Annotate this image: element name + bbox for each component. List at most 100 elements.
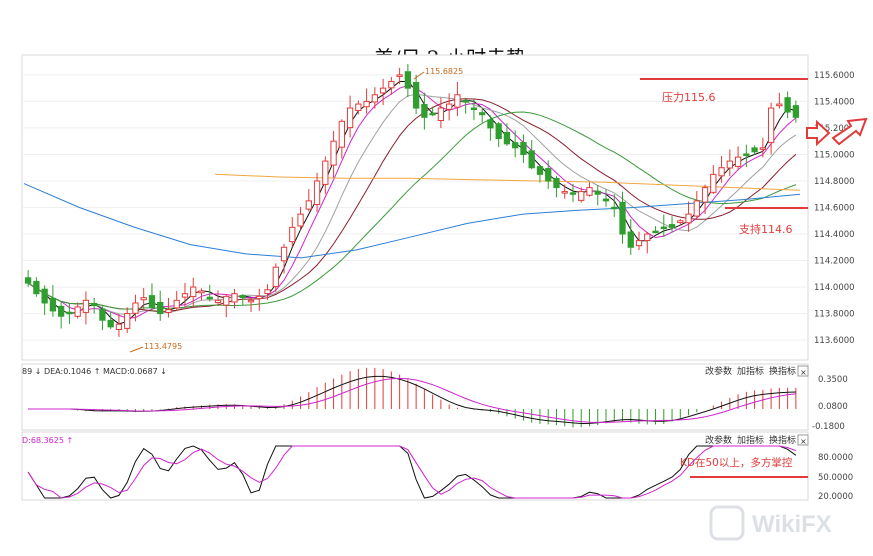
candle-body (371, 94, 378, 103)
kd-k-line (27, 445, 797, 499)
candle-body (330, 140, 337, 166)
y-tick-label: 113.8000 (814, 310, 855, 320)
macd-ytick-3: -0.1800 (812, 422, 845, 432)
candle-body (454, 94, 461, 108)
watermark-logo-icon (709, 505, 745, 541)
candle-body (462, 100, 469, 103)
candle-body (619, 201, 626, 235)
y-tick-label: 113.6000 (814, 336, 855, 346)
y-tick-label: 114.4000 (814, 230, 855, 240)
candle-body (140, 297, 147, 301)
y-tick-label: 114.0000 (814, 283, 855, 293)
y-tick-label: 115.6000 (814, 71, 855, 81)
y-tick-label: 114.8000 (814, 177, 855, 187)
candle-body (668, 224, 676, 228)
candle-body (338, 120, 345, 148)
kd-close-button[interactable] (797, 434, 809, 446)
candle-body (561, 191, 568, 194)
arrow-up-right-icon (831, 117, 868, 146)
kd-btn-params[interactable]: 改参数 (705, 434, 732, 446)
candle-body (173, 299, 180, 309)
candle-body (627, 231, 634, 248)
ma-line-orange (214, 173, 801, 191)
candle-body (264, 289, 271, 295)
candle-body (305, 200, 312, 210)
macd-btn-add[interactable]: 加指标 (737, 365, 764, 377)
candle-body (644, 233, 651, 242)
main-y-axis: 115.6000 115.4000 115.2000 115.0000 114.8000… (814, 71, 855, 346)
support-label: 支持114.6 (739, 222, 793, 236)
candle-body (214, 299, 222, 304)
candle-body (528, 150, 535, 169)
candle-body (388, 81, 395, 89)
candle-body (24, 277, 32, 284)
candle-body (82, 299, 90, 313)
main-panel: 115.6000 115.4000 115.2000 115.0000 114.8000… (21, 54, 868, 361)
candle-body (355, 103, 362, 111)
kd-btn-add[interactable]: 加指标 (737, 434, 764, 446)
svg-text:WikiFX: WikiFX (752, 511, 832, 538)
candle-body (404, 71, 412, 89)
candle-body (346, 107, 354, 129)
candle-body (479, 112, 486, 116)
candle-body (586, 187, 593, 196)
high-price-label: 115.6825 (425, 67, 463, 76)
candle-body (58, 305, 65, 317)
candle-body (223, 295, 230, 306)
candle-body (148, 295, 156, 308)
candle-body (784, 97, 791, 113)
kd-series (27, 445, 797, 499)
candle-body (734, 156, 742, 167)
candle-body (379, 87, 387, 94)
candle-body (198, 290, 205, 294)
candle-body (792, 105, 800, 118)
candle-body (363, 100, 370, 108)
candle-body (206, 296, 213, 300)
candle-body (602, 198, 610, 202)
macd-header: 89 ↓ DEA:0.1046 ↑ MACD:0.0687 ↓ (22, 367, 167, 376)
kd-panel: D:68.3625 ↑ 改参数 加指标 换指标 × KD在50以上，多方掌控 8… (21, 431, 853, 502)
kd-btn-switch[interactable]: 换指标 (769, 434, 796, 446)
candle-body (313, 180, 321, 206)
candle-body (66, 311, 73, 315)
candle-body (124, 313, 131, 329)
candle-body (726, 160, 733, 169)
candle-body (512, 142, 519, 149)
kd-header: D:68.3625 ↑ (22, 436, 73, 445)
candle-body (115, 323, 123, 330)
low-marker-line (129, 346, 144, 353)
kd-ytick-2: 50.0000 (818, 473, 853, 483)
watermark: WikiFX (709, 505, 832, 541)
y-tick-label: 115.0000 (814, 150, 855, 160)
ma-line (27, 111, 797, 310)
candle-body (594, 190, 601, 195)
candle-body (520, 141, 527, 155)
candle-body (74, 306, 81, 317)
candle-body (165, 309, 172, 313)
candle-body (470, 107, 478, 110)
macd-btn-switch[interactable]: 换指标 (769, 365, 796, 377)
moving-average-lines (23, 81, 801, 325)
arrow-right-icon (806, 119, 831, 147)
candle-body (776, 103, 783, 107)
candle-body (99, 308, 106, 321)
kd-ytick-3: 20.0000 (818, 492, 853, 502)
candle-body (437, 107, 445, 122)
candle-body (685, 213, 692, 224)
candle-body (553, 177, 560, 189)
candle-body (33, 280, 40, 295)
candle-body (751, 147, 758, 153)
macd-btn-params[interactable]: 改参数 (705, 365, 732, 377)
kd-ytick-1: 80.0000 (818, 453, 853, 463)
close-icon: × (800, 368, 807, 377)
candle-body (710, 173, 717, 193)
macd-ytick-1: 0.3500 (818, 375, 848, 385)
candle-body (429, 112, 436, 116)
candle-body (272, 266, 279, 288)
candle-body (41, 288, 48, 304)
macd-close-button[interactable] (797, 365, 809, 377)
candle-body (297, 213, 304, 227)
candle-body (280, 246, 288, 262)
candle-body (701, 187, 709, 203)
y-tick-label: 114.6000 (814, 204, 855, 214)
